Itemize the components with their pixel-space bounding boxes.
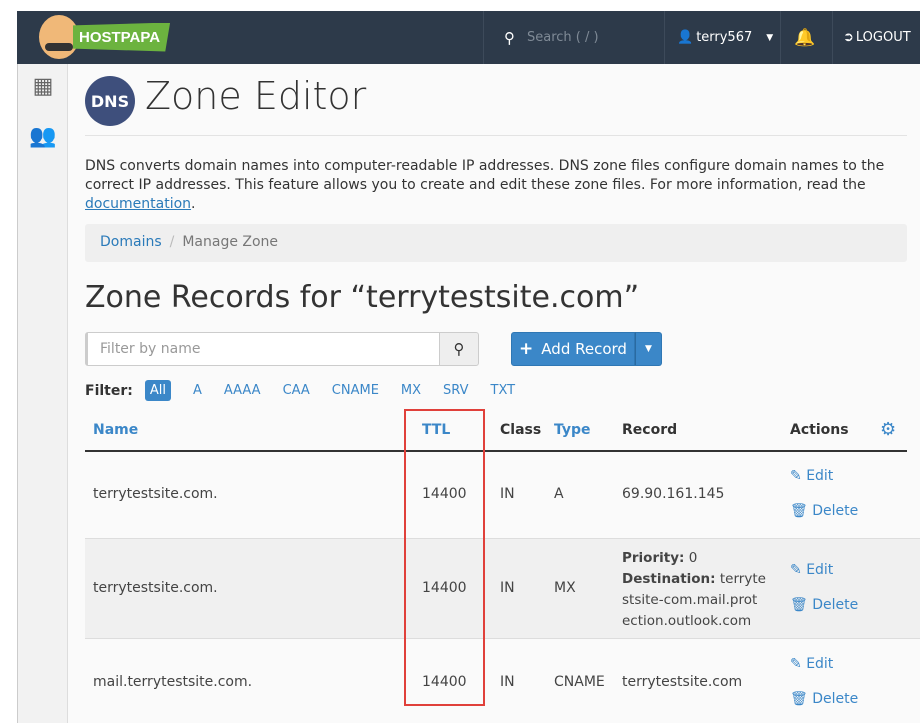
top-bar: HOSTPAPA ⚲ Search ( / ) 👤 terry567 ▼ 🔔 ➲… (17, 11, 920, 64)
record-ttl: 14400 (422, 486, 467, 502)
filter-a[interactable]: A (192, 383, 202, 398)
edit-button[interactable]: ✎ Edit (790, 468, 834, 484)
search-icon: ⚲ (504, 28, 515, 47)
grid-icon[interactable]: ▦ (32, 74, 54, 99)
breadcrumb: Domains / Manage Zone (85, 224, 907, 262)
logout-button[interactable]: ➲ LOGOUT (843, 11, 911, 64)
filter-cname[interactable]: CNAME (331, 383, 379, 398)
user-menu[interactable]: 👤 terry567 ▼ (677, 11, 773, 64)
record-value: terrytestsite.com (622, 674, 743, 690)
pencil-icon: ✎ (790, 468, 802, 484)
breadcrumb-current: Manage Zone (182, 234, 279, 250)
record-name: terrytestsite.com. (93, 580, 218, 596)
record-value: Priority: 0 Destination: terryte stsite-… (622, 550, 766, 629)
page-title: Zone Editor (145, 74, 367, 118)
delete-button[interactable]: 🗑 Delete (790, 503, 859, 519)
record-ttl: 14400 (422, 580, 467, 596)
documentation-link[interactable]: documentation (85, 196, 192, 212)
table-header-divider (85, 450, 907, 452)
delete-button[interactable]: 🗑 Delete (790, 691, 859, 707)
trash-icon: 🗑 (790, 691, 808, 707)
column-actions: Actions (790, 422, 849, 438)
add-record-button[interactable]: + Add Record (511, 332, 635, 366)
mascot-icon (39, 15, 79, 59)
page-description: DNS converts domain names into computer-… (85, 158, 885, 212)
bell-icon[interactable]: 🔔 (794, 27, 816, 48)
filter-all[interactable]: All (144, 380, 171, 401)
column-ttl[interactable]: TTL (422, 422, 451, 438)
zone-records-heading: Zone Records for “terrytestsite.com” (85, 280, 640, 315)
users-icon[interactable]: 👥 (29, 124, 57, 149)
dns-icon: DNS (85, 76, 135, 126)
record-name: terrytestsite.com. (93, 486, 218, 502)
record-name: mail.terrytestsite.com. (93, 674, 253, 690)
filter-srv[interactable]: SRV (443, 383, 469, 398)
filter-mx[interactable]: MX (400, 383, 422, 398)
record-class: IN (500, 580, 515, 596)
chevron-down-icon: ▼ (766, 32, 774, 43)
username: terry567 (696, 30, 753, 45)
record-value: 69.90.161.145 (622, 486, 725, 502)
hostpapa-logo[interactable]: HOSTPAPA (39, 15, 171, 59)
logout-icon: ➲ (843, 30, 854, 45)
user-icon: 👤 (677, 30, 694, 45)
record-type: MX (554, 580, 576, 596)
sidebar: ▦ 👥 (18, 64, 68, 723)
record-class: IN (500, 486, 515, 502)
search-box[interactable]: ⚲ Search ( / ) (504, 11, 664, 64)
edit-button[interactable]: ✎ Edit (790, 656, 834, 672)
filter-bar: Filter: All A AAAA CAA CNAME MX SRV TXT (85, 380, 537, 401)
filter-input[interactable]: Filter by name (85, 332, 440, 366)
filter-caa[interactable]: CAA (282, 383, 310, 398)
plus-icon: + (519, 339, 534, 359)
logout-label: LOGOUT (855, 30, 911, 45)
record-class: IN (500, 674, 515, 690)
brand-text: HOSTPAPA (73, 22, 171, 52)
column-record: Record (622, 422, 678, 438)
column-class: Class (500, 422, 542, 438)
edit-button[interactable]: ✎ Edit (790, 562, 834, 578)
search-placeholder: Search ( / ) (527, 30, 599, 45)
filter-aaaa[interactable]: AAAA (223, 383, 261, 398)
add-record-dropdown[interactable]: ▼ (635, 332, 662, 366)
record-type: A (554, 486, 564, 502)
delete-button[interactable]: 🗑 Delete (790, 597, 859, 613)
ttl-highlight-box (404, 409, 485, 706)
filter-search-button[interactable]: ⚲ (439, 332, 479, 366)
filter-txt[interactable]: TXT (490, 383, 516, 398)
breadcrumb-domains[interactable]: Domains (100, 234, 162, 250)
pencil-icon: ✎ (790, 562, 802, 578)
search-icon: ⚲ (453, 340, 465, 358)
filter-label: Filter: (85, 382, 133, 399)
record-ttl: 14400 (422, 674, 467, 690)
pencil-icon: ✎ (790, 656, 802, 672)
record-type: CNAME (554, 674, 605, 690)
table-row (85, 452, 920, 539)
table-row (85, 539, 920, 639)
gear-icon[interactable]: ⚙ (880, 419, 897, 440)
divider (85, 135, 907, 136)
column-type[interactable]: Type (554, 422, 591, 438)
trash-icon: 🗑 (790, 503, 808, 519)
column-name[interactable]: Name (93, 422, 139, 438)
caret-down-icon: ▼ (645, 344, 652, 354)
trash-icon: 🗑 (790, 597, 808, 613)
